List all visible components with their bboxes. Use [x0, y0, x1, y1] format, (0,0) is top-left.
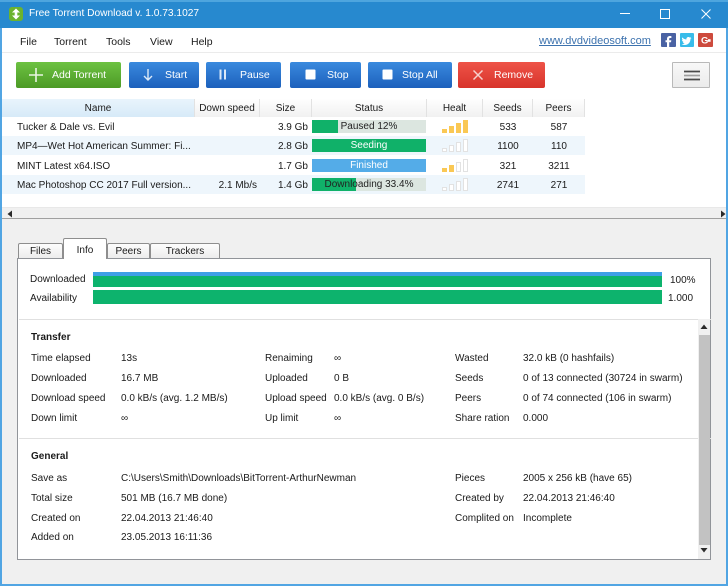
svg-text:G: G [701, 35, 708, 46]
